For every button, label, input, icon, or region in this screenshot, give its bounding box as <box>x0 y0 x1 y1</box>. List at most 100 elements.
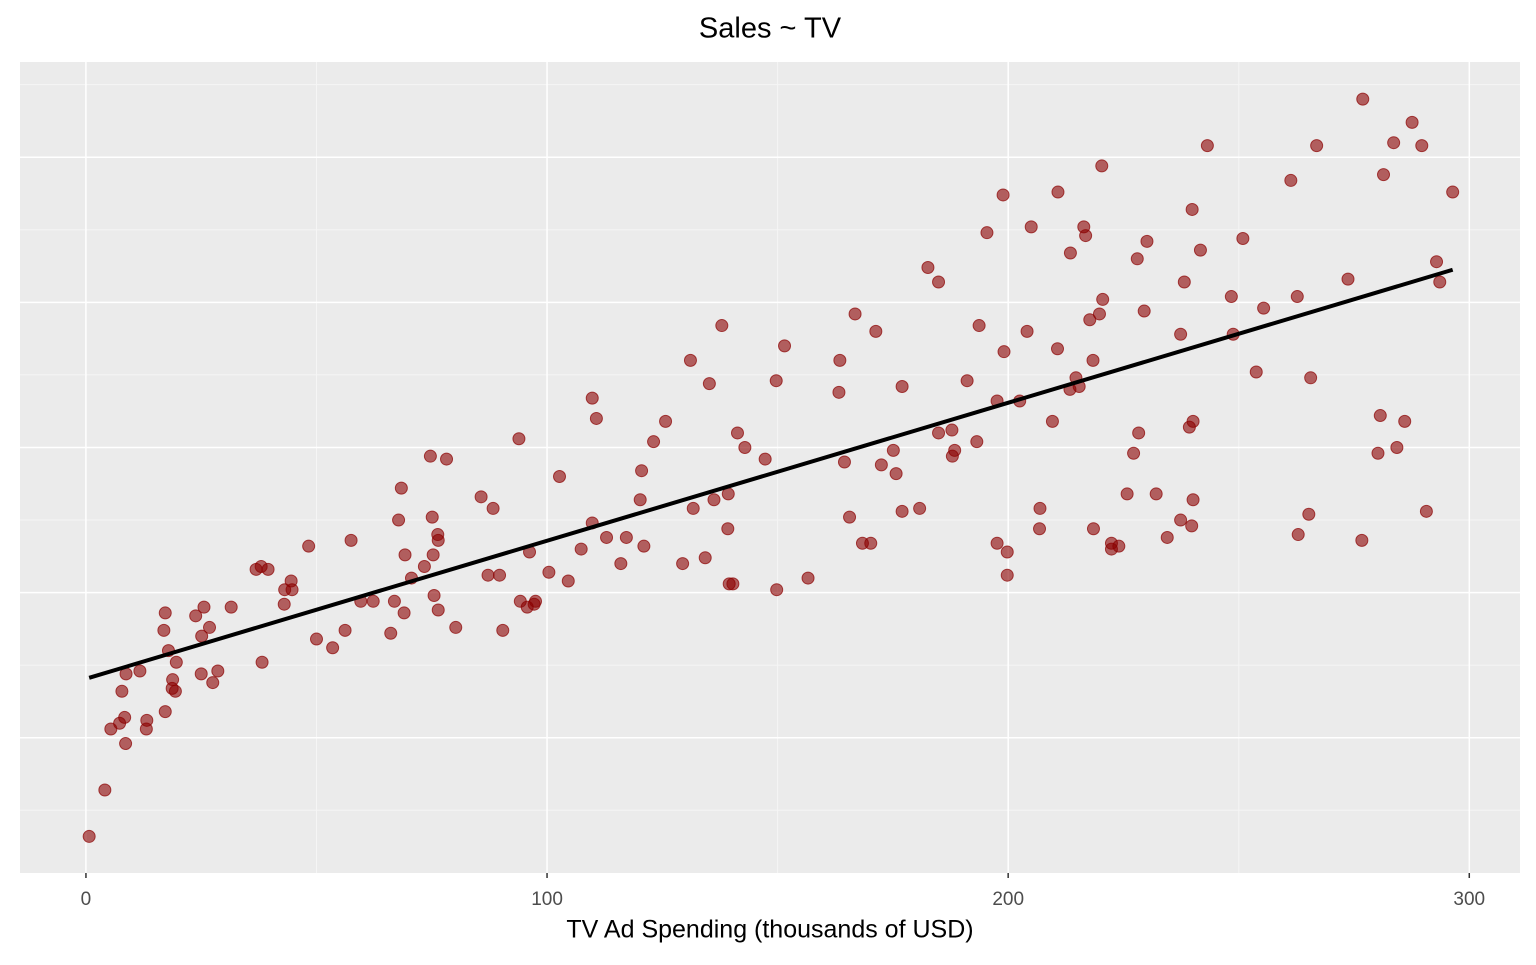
point <box>553 469 567 483</box>
point <box>932 275 946 289</box>
point <box>513 594 527 608</box>
point <box>1083 313 1097 327</box>
point <box>285 583 299 597</box>
point <box>1387 136 1401 150</box>
point <box>932 426 946 440</box>
point <box>493 568 507 582</box>
point <box>895 504 909 518</box>
point <box>886 443 900 457</box>
point <box>512 432 526 446</box>
point <box>1257 301 1271 315</box>
point <box>1290 290 1304 304</box>
point <box>1024 220 1038 234</box>
point <box>394 481 408 495</box>
point <box>1377 168 1391 182</box>
point <box>960 374 974 388</box>
point <box>211 664 225 678</box>
x-tick-label: 100 <box>531 889 563 910</box>
point <box>1120 487 1134 501</box>
x-tick-label: 0 <box>81 889 92 910</box>
point <box>1079 229 1093 243</box>
point <box>970 435 984 449</box>
point <box>1104 542 1118 556</box>
point <box>387 594 401 608</box>
point <box>1415 139 1429 153</box>
point <box>261 562 275 576</box>
point <box>425 510 439 524</box>
chart-title: Sales ~ TV <box>699 13 842 45</box>
point <box>104 722 118 736</box>
point <box>203 620 217 634</box>
point <box>384 626 398 640</box>
point <box>1284 173 1298 187</box>
point <box>778 339 792 353</box>
point <box>119 737 133 751</box>
point <box>1405 115 1419 129</box>
point <box>1302 507 1316 521</box>
point <box>206 676 220 690</box>
point <box>730 426 744 440</box>
point <box>721 522 735 536</box>
point <box>997 345 1011 359</box>
point <box>635 464 649 478</box>
point <box>496 623 510 637</box>
point <box>1020 324 1034 338</box>
point <box>1137 304 1151 318</box>
point <box>1373 409 1387 423</box>
point <box>1182 420 1196 434</box>
point <box>398 548 412 562</box>
x-tick-label: 300 <box>1453 889 1485 910</box>
point <box>1355 533 1369 547</box>
point <box>848 307 862 321</box>
x-tick-label: 200 <box>992 889 1024 910</box>
point <box>431 528 445 542</box>
point <box>1086 353 1100 367</box>
point <box>948 443 962 457</box>
point <box>589 411 603 425</box>
point <box>431 603 445 617</box>
point <box>913 501 927 515</box>
point <box>1130 252 1144 266</box>
point <box>1092 307 1106 321</box>
point <box>1000 568 1014 582</box>
point <box>1249 365 1263 379</box>
point <box>157 623 171 637</box>
point <box>423 449 437 463</box>
point <box>133 664 147 678</box>
point <box>165 681 179 695</box>
point <box>1224 290 1238 304</box>
point <box>1045 414 1059 428</box>
point <box>1446 185 1460 199</box>
trend-line <box>88 267 1454 680</box>
point <box>722 577 736 591</box>
point <box>1236 231 1250 245</box>
point <box>326 641 340 655</box>
point <box>1310 139 1324 153</box>
point <box>440 452 454 466</box>
point <box>1160 530 1174 544</box>
point <box>474 490 488 504</box>
point <box>426 548 440 562</box>
point <box>1200 139 1214 153</box>
point <box>542 565 556 579</box>
point <box>486 501 500 515</box>
point <box>139 722 153 736</box>
point <box>996 188 1010 202</box>
point <box>1051 185 1065 199</box>
point <box>1095 159 1109 173</box>
point <box>1140 234 1154 248</box>
point <box>1127 446 1141 460</box>
point <box>366 594 380 608</box>
point <box>417 559 431 573</box>
point <box>837 455 851 469</box>
point <box>309 632 323 646</box>
point <box>344 533 358 547</box>
point <box>338 623 352 637</box>
point <box>189 609 203 623</box>
point <box>82 829 96 843</box>
point <box>397 606 411 620</box>
point <box>769 374 783 388</box>
point <box>1174 513 1188 527</box>
point <box>1291 528 1305 542</box>
point <box>98 783 112 797</box>
